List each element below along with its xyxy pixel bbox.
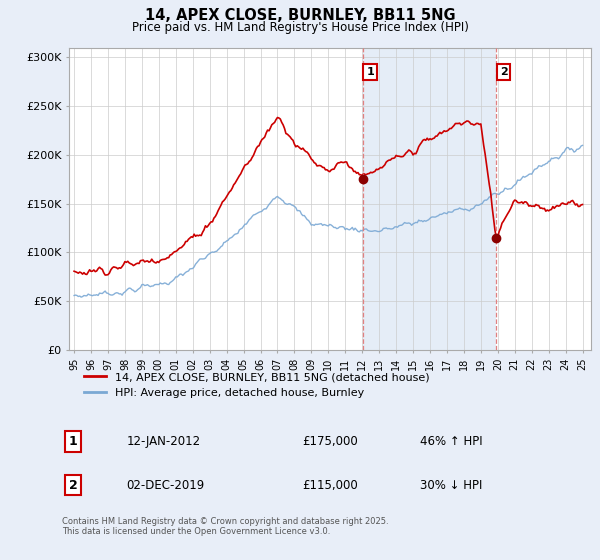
Bar xyxy=(363,48,496,350)
Text: 2: 2 xyxy=(68,479,77,492)
Text: £175,000: £175,000 xyxy=(302,435,358,448)
Text: £115,000: £115,000 xyxy=(302,479,358,492)
Text: 1: 1 xyxy=(68,435,77,448)
Text: 30% ↓ HPI: 30% ↓ HPI xyxy=(420,479,482,492)
Text: Contains HM Land Registry data © Crown copyright and database right 2025.
This d: Contains HM Land Registry data © Crown c… xyxy=(62,517,389,536)
Text: 14, APEX CLOSE, BURNLEY, BB11 5NG: 14, APEX CLOSE, BURNLEY, BB11 5NG xyxy=(145,8,455,24)
Text: 02-DEC-2019: 02-DEC-2019 xyxy=(127,479,205,492)
Text: 1: 1 xyxy=(366,67,374,77)
Text: 2: 2 xyxy=(500,67,508,77)
Legend: 14, APEX CLOSE, BURNLEY, BB11 5NG (detached house), HPI: Average price, detached: 14, APEX CLOSE, BURNLEY, BB11 5NG (detac… xyxy=(80,368,434,402)
Text: 12-JAN-2012: 12-JAN-2012 xyxy=(127,435,200,448)
Text: 46% ↑ HPI: 46% ↑ HPI xyxy=(420,435,483,448)
Text: Price paid vs. HM Land Registry's House Price Index (HPI): Price paid vs. HM Land Registry's House … xyxy=(131,21,469,34)
